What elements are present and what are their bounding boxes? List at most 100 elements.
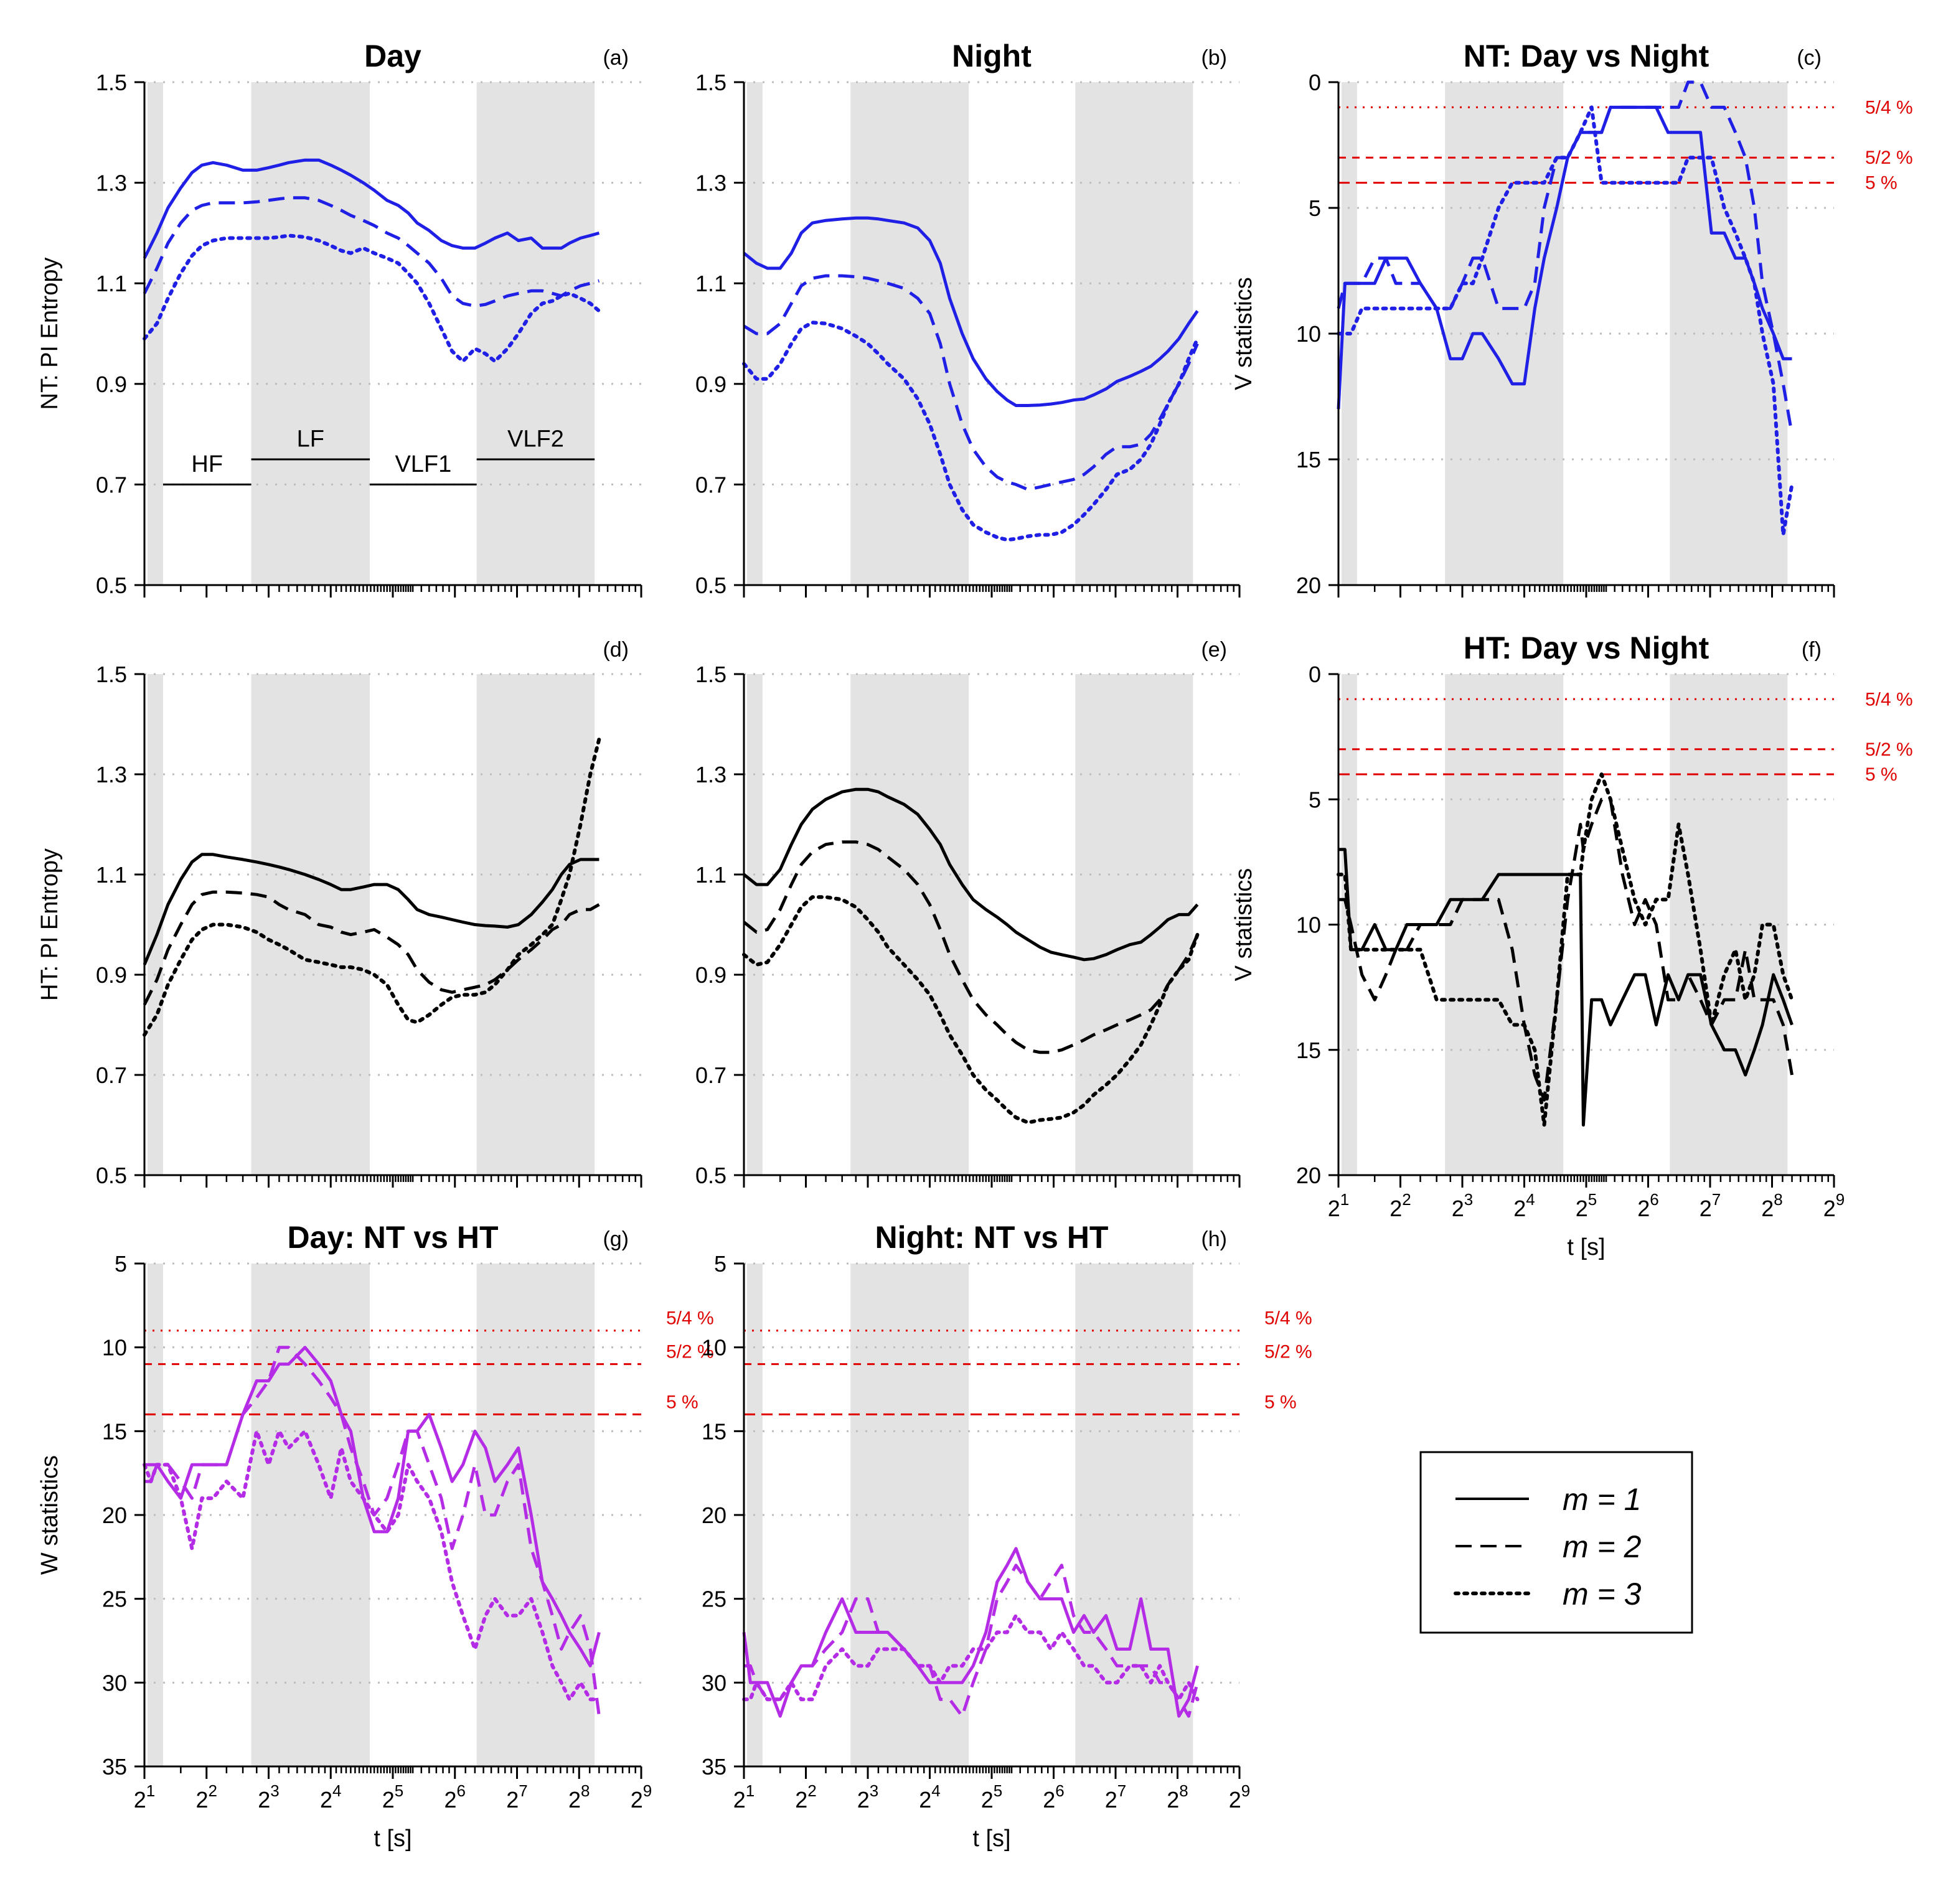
threshold-label: 5/2 % — [1865, 739, 1913, 760]
y-tick-label: 10 — [102, 1335, 127, 1361]
band-shade — [1075, 674, 1193, 1175]
x-tick-exp: 9 — [643, 1781, 652, 1800]
x-tick-exp: 4 — [931, 1781, 940, 1800]
y-tick-label: 20 — [1296, 573, 1321, 598]
x-tick-exp: 5 — [395, 1781, 403, 1800]
y-tick-label: 1.5 — [695, 662, 726, 687]
panel-a: 0.5 0.7 0.9 1.1 1.3 1.5 NT: PI Entropy Day (a) HF… — [37, 39, 642, 598]
y-tick-label: 1.1 — [96, 862, 127, 888]
x-tick-base: 2 — [444, 1787, 457, 1813]
series-line-m1 — [143, 158, 600, 259]
band-shade — [476, 82, 595, 585]
x-tick-exp: 9 — [1241, 1781, 1250, 1800]
y-tick-label: 0 — [1309, 662, 1321, 687]
band-label-lf: LF — [297, 426, 324, 453]
x-tick-exp: 9 — [1836, 1190, 1845, 1209]
y-tick-label: 20 — [102, 1503, 127, 1528]
x-tick-base: 2 — [134, 1787, 146, 1813]
x-tick-label: 24 — [919, 1781, 941, 1813]
y-tick-label: 0.9 — [695, 962, 726, 988]
x-tick-base: 2 — [1105, 1787, 1117, 1813]
threshold-label: 5 % — [1865, 173, 1897, 194]
x-tick-base: 2 — [196, 1787, 209, 1813]
x-tick-base: 2 — [857, 1787, 870, 1813]
x-tick-exp: 7 — [1712, 1190, 1721, 1209]
y-tick-label: 25 — [702, 1587, 726, 1612]
y-tick-label: 0.7 — [695, 472, 726, 497]
x-tick-exp: 5 — [1588, 1190, 1597, 1209]
x-axis-label: t [s] — [972, 1826, 1010, 1852]
panel-letter: (e) — [1201, 638, 1227, 662]
x-tick-label: 29 — [631, 1781, 652, 1813]
panel-letter: (d) — [603, 638, 629, 662]
y-tick-label: 35 — [702, 1754, 726, 1780]
y-tick-label: 0.9 — [695, 372, 726, 397]
x-tick-exp: 2 — [209, 1781, 217, 1800]
x-tick-base: 2 — [795, 1787, 807, 1813]
band-shade — [251, 82, 370, 585]
y-tick-label: 0.5 — [96, 573, 127, 598]
y-tick-label: 5 — [714, 1251, 726, 1277]
x-tick-label: 21 — [733, 1781, 755, 1813]
series-line-m2 — [743, 840, 1199, 1054]
y-tick-label: 1.1 — [695, 862, 726, 888]
x-tick-label: 24 — [1513, 1190, 1535, 1221]
x-tick-base: 2 — [382, 1787, 395, 1813]
band-shade — [850, 674, 969, 1175]
x-tick-base: 2 — [1389, 1196, 1402, 1221]
x-axis-label: t [s] — [1567, 1234, 1605, 1260]
y-tick-label: 1.5 — [96, 662, 127, 687]
band-shade — [251, 674, 370, 1175]
threshold-label: 5 % — [1264, 1392, 1297, 1412]
x-tick-base: 2 — [733, 1787, 746, 1813]
panel-e: 0.5 0.7 0.9 1.1 1.3 1.5 (e) — [695, 638, 1241, 1188]
y-tick-label: 0.5 — [695, 573, 726, 598]
x-tick-label: 25 — [981, 1781, 1003, 1813]
y-tick-label: 25 — [102, 1587, 127, 1612]
y-tick-label: 30 — [102, 1670, 127, 1695]
x-tick-exp: 8 — [581, 1781, 590, 1800]
y-tick-label: 5 — [1309, 195, 1321, 221]
y-tick-label: 1.3 — [695, 762, 726, 787]
band-label-vlf1: VLF1 — [395, 451, 451, 477]
y-tick-label: 10 — [702, 1335, 726, 1361]
x-axis-label: t [s] — [374, 1826, 411, 1852]
x-tick-exp: 2 — [1402, 1190, 1411, 1209]
series-line-m3 — [143, 233, 601, 363]
threshold-label: 5 % — [1865, 764, 1897, 785]
series-line-m3 — [742, 895, 1200, 1125]
x-tick-base: 2 — [1700, 1196, 1712, 1221]
x-tick-exp: 3 — [1464, 1190, 1473, 1209]
y-tick-label: 15 — [102, 1419, 127, 1444]
panel-title: Night — [952, 39, 1032, 73]
threshold-label: 5 % — [666, 1392, 698, 1412]
band-shade — [746, 674, 763, 1175]
series-line-m3 — [1337, 772, 1794, 1127]
x-tick-exp: 4 — [1526, 1190, 1535, 1209]
x-tick-exp: 3 — [270, 1781, 279, 1800]
y-axis-label: W statistics — [37, 1455, 63, 1575]
x-tick-label: 24 — [320, 1781, 342, 1813]
x-tick-base: 2 — [1823, 1196, 1836, 1221]
panel-title: NT: Day vs Night — [1464, 39, 1709, 73]
legend-label-m1: m = 1 — [1563, 1482, 1641, 1517]
x-tick-base: 2 — [320, 1787, 332, 1813]
x-tick-label: 29 — [1229, 1781, 1251, 1813]
threshold-label: 5/4 % — [1865, 689, 1913, 710]
series-line-m3 — [742, 321, 1200, 542]
series-line-m3 — [143, 1429, 601, 1702]
y-axis-label: HT: PI Entropy — [37, 848, 63, 1001]
panel-title: Day: NT vs HT — [288, 1220, 499, 1255]
series-line-m2 — [143, 890, 600, 1006]
series-line-m2 — [144, 1346, 601, 1717]
y-tick-label: 1.1 — [695, 271, 726, 296]
x-tick-base: 2 — [631, 1787, 643, 1813]
y-tick-label: 30 — [702, 1670, 726, 1695]
y-axis-label: V statistics — [1231, 868, 1257, 982]
x-tick-base: 2 — [1229, 1787, 1241, 1813]
x-tick-base: 2 — [1167, 1787, 1179, 1813]
band-label-hf: HF — [191, 451, 223, 477]
x-tick-label: 23 — [857, 1781, 879, 1813]
